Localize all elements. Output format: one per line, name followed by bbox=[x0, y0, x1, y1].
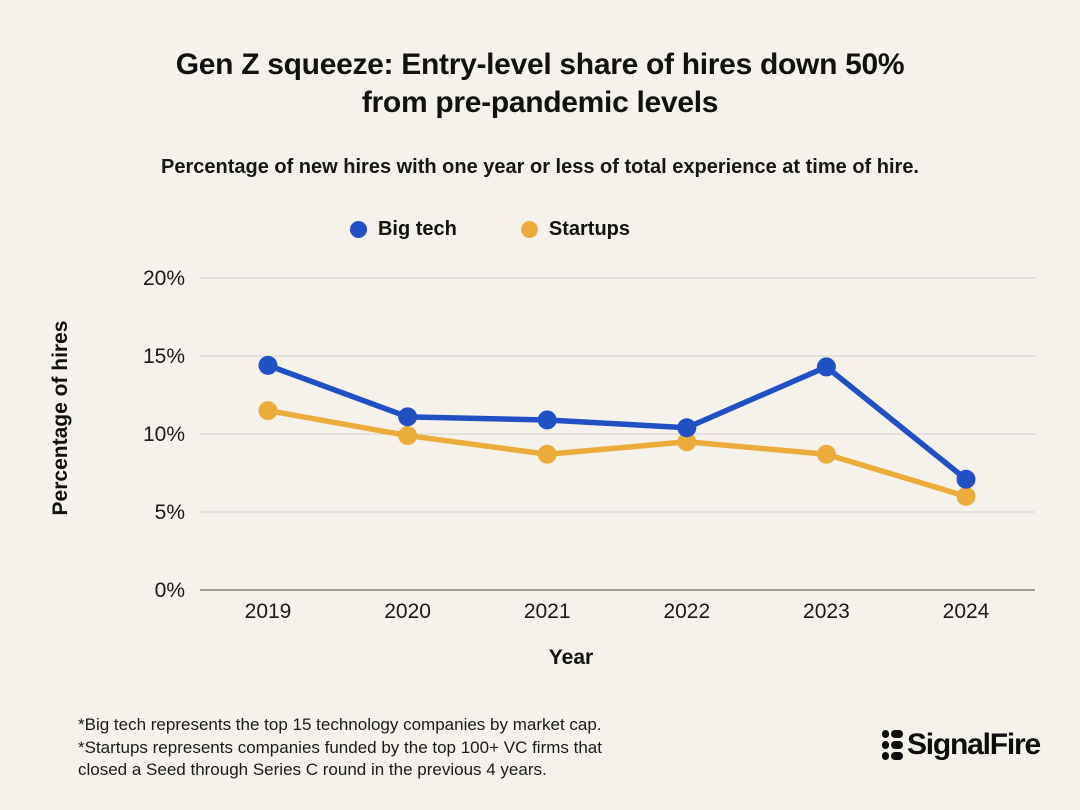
big-tech-dot-icon bbox=[349, 221, 367, 238]
y-tick-label: 20% bbox=[143, 267, 185, 290]
signalfire-mark-icon bbox=[881, 730, 903, 760]
data-point-startups bbox=[816, 444, 836, 464]
chart-title: Gen Z squeeze: Entry-level share of hire… bbox=[0, 46, 1080, 122]
data-point-big-tech bbox=[258, 355, 278, 375]
x-tick-label: 2022 bbox=[663, 600, 710, 623]
x-tick-label: 2024 bbox=[943, 600, 990, 623]
data-point-startups bbox=[956, 486, 976, 506]
data-point-big-tech bbox=[956, 469, 976, 489]
series-line-startups bbox=[265, 407, 969, 500]
data-point-startups bbox=[398, 426, 418, 446]
series-line-big-tech bbox=[265, 362, 969, 482]
y-tick-label: 10% bbox=[143, 423, 185, 446]
footnote-line1: *Big tech represents the top 15 technolo… bbox=[78, 715, 602, 734]
chart-legend: Big tech Startups bbox=[0, 218, 1030, 241]
y-tick-label: 15% bbox=[143, 345, 185, 368]
x-tick-label: 2020 bbox=[384, 600, 431, 623]
legend-label-big-tech: Big tech bbox=[377, 218, 457, 240]
y-tick-label: 0% bbox=[155, 579, 185, 602]
x-tick-label: 2021 bbox=[524, 600, 571, 623]
chart-title-line1: Gen Z squeeze: Entry-level share of hire… bbox=[175, 48, 905, 81]
footnote: *Big tech represents the top 15 technolo… bbox=[78, 714, 602, 782]
footnote-line2: *Startups represents companies funded by… bbox=[78, 737, 602, 757]
footnote-line3: closed a Seed through Series C round in … bbox=[78, 760, 547, 779]
y-tick-label: 5% bbox=[155, 501, 185, 524]
data-point-big-tech bbox=[816, 357, 836, 377]
legend-item-big-tech: Big tech bbox=[349, 218, 457, 241]
legend-label-startups: Startups bbox=[548, 218, 631, 240]
x-axis-label: Year bbox=[548, 646, 594, 669]
data-point-big-tech bbox=[677, 418, 697, 438]
chart-title-line2: from pre-pandemic levels bbox=[361, 86, 719, 119]
data-point-startups bbox=[537, 444, 557, 464]
logo-wordmark: SignalFire bbox=[906, 728, 1041, 761]
data-point-big-tech bbox=[537, 410, 557, 430]
legend-item-startups: Startups bbox=[520, 218, 631, 241]
data-point-startups bbox=[258, 401, 278, 421]
data-point-startups bbox=[677, 432, 697, 452]
chart-subtitle: Percentage of new hires with one year or… bbox=[160, 156, 919, 178]
y-axis-label: Percentage of hires bbox=[49, 320, 72, 516]
signalfire-logo: SignalFire bbox=[881, 728, 1041, 762]
startups-dot-icon bbox=[520, 221, 538, 238]
data-point-big-tech bbox=[398, 407, 418, 427]
x-tick-label: 2023 bbox=[803, 600, 850, 623]
x-tick-label: 2019 bbox=[245, 600, 292, 623]
